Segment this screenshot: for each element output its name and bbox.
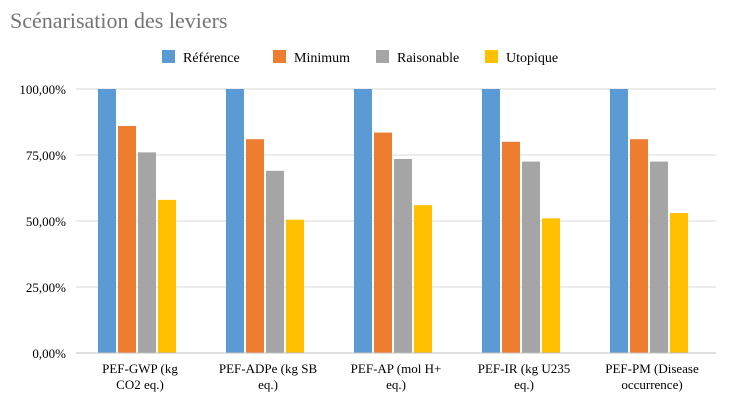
- bar: [482, 89, 500, 353]
- bar: [286, 219, 304, 353]
- x-tick-label: PEF-IR (kg U235 eq.): [478, 361, 570, 392]
- chart-title: Scénarisation des leviers: [10, 8, 228, 33]
- legend-label: Utopique: [506, 51, 558, 66]
- bar: [354, 89, 372, 353]
- legend-label: Référence: [183, 51, 240, 66]
- legend-swatch: [162, 50, 175, 63]
- bar: [158, 199, 176, 353]
- bar: [670, 213, 688, 353]
- bar: [246, 139, 264, 353]
- legend-label: Raisonable: [397, 51, 459, 66]
- x-tick-label: PEF-GWP (kg CO2 eq.): [102, 361, 178, 392]
- bar: [374, 132, 392, 353]
- bar: [266, 170, 284, 353]
- bar: [118, 125, 136, 354]
- x-tick-label: PEF-PM (Disease occurrence): [605, 361, 699, 392]
- bar: [522, 161, 540, 353]
- bar: [226, 89, 244, 353]
- legend-swatch: [376, 50, 389, 63]
- y-tick-label: 75,00%: [26, 148, 66, 163]
- legend-label: Minimum: [294, 51, 350, 66]
- bar: [138, 152, 156, 353]
- bar: [542, 218, 560, 353]
- bar: [502, 141, 520, 353]
- legend: Référence Minimum Raisonable Utopique: [162, 50, 558, 66]
- bar: [650, 161, 668, 353]
- bar: [394, 158, 412, 353]
- bar: [610, 89, 628, 353]
- y-tick-label: 25,00%: [26, 280, 66, 295]
- y-tick-label: 50,00%: [26, 214, 66, 229]
- y-tick-label: 0,00%: [32, 346, 66, 361]
- x-tick-label: PEF-ADPe (kg SB eq.): [219, 361, 318, 392]
- x-axis: PEF-GWP (kg CO2 eq.) PEF-ADPe (kg SB eq.) PE…: [102, 361, 699, 392]
- x-tick-label: PEF-AP (mol H+ eq.): [351, 361, 442, 392]
- legend-swatch: [273, 50, 286, 63]
- bars: [98, 89, 688, 354]
- bar: [630, 139, 648, 353]
- y-tick-label: 100,00%: [19, 82, 66, 97]
- bar: [414, 205, 432, 353]
- legend-swatch: [485, 50, 498, 63]
- y-axis: 0,00% 25,00% 50,00% 75,00% 100,00%: [19, 82, 66, 361]
- bar: [98, 89, 116, 353]
